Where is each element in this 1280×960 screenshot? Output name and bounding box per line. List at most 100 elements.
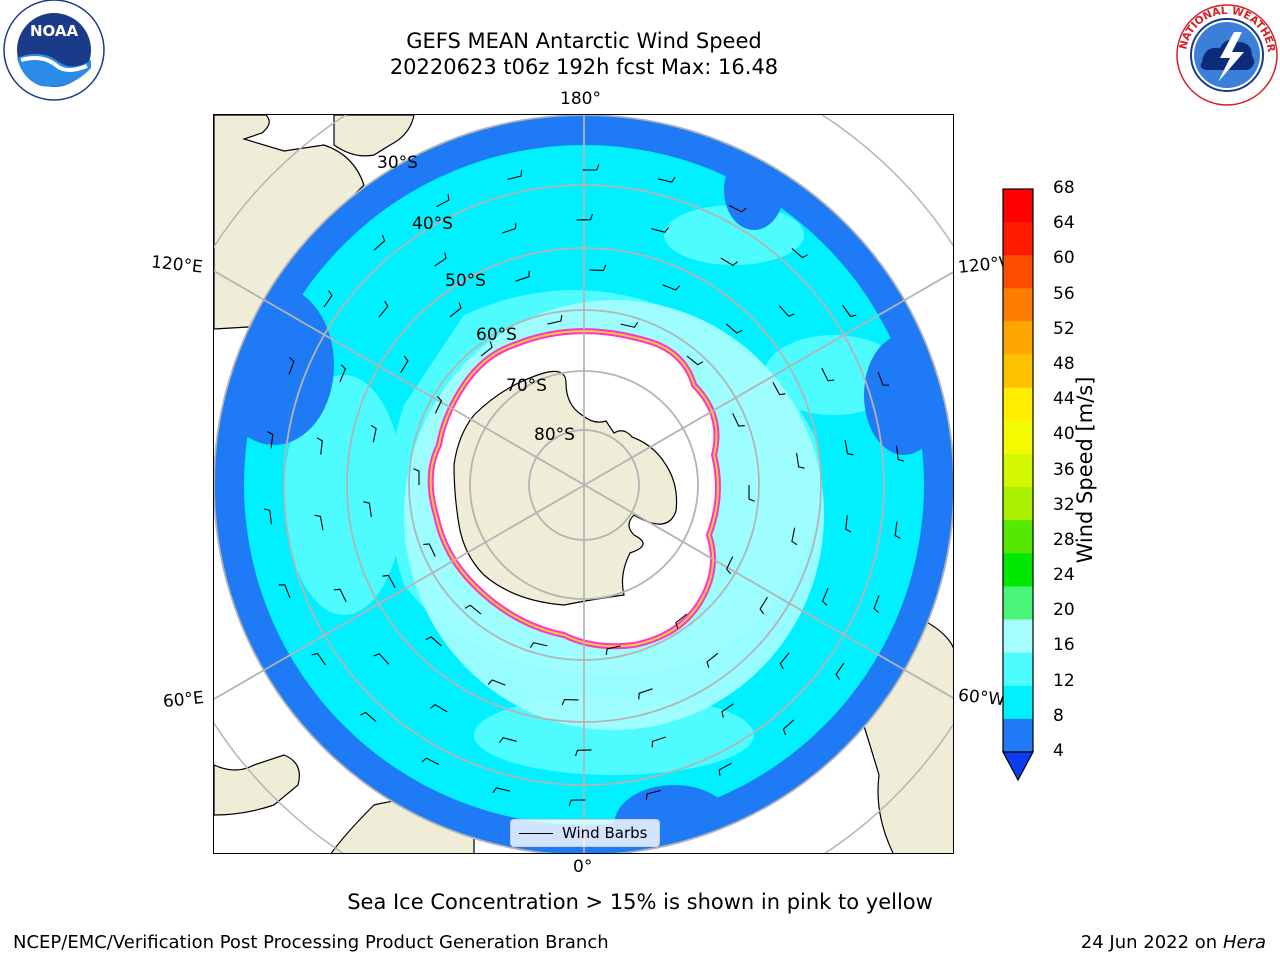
wind-barb: [314, 514, 324, 531]
wind-barb: [333, 588, 347, 603]
wind-barb: [561, 699, 579, 706]
lat-label-80s: 80°S: [534, 425, 575, 445]
wind-barb: [651, 227, 669, 233]
colorbar-tick-label: 24: [1053, 565, 1075, 586]
colorbar-segment: [1003, 354, 1033, 389]
colorbar: [1001, 188, 1035, 782]
colorbar-segment: [1003, 288, 1033, 322]
nws-logo: NATIONAL WEATHER SERVICE: [1170, 0, 1280, 108]
wind-barb: [360, 711, 377, 723]
colorbar-segment: [1003, 189, 1033, 223]
wind-barb: [686, 355, 704, 366]
wind-barb: [720, 257, 738, 266]
colorbar-tick-label: 8: [1053, 705, 1064, 726]
wind-barb: [725, 556, 734, 574]
wind-barb: [502, 222, 517, 234]
colorbar-segment: [1003, 420, 1033, 455]
colorbar-tick-label: 12: [1053, 670, 1075, 691]
wind-barbs: [263, 164, 905, 806]
lon-label-180: 180°: [560, 89, 601, 109]
wind-barb: [434, 396, 443, 414]
colorbar-tick-label: 60: [1053, 248, 1075, 269]
wind-barb: [675, 613, 688, 629]
legend-label: Wind Barbs: [562, 824, 648, 842]
colorbar-tick-label: 40: [1053, 424, 1075, 445]
wind-barb: [382, 574, 396, 588]
colorbar-tick-label: 16: [1053, 635, 1075, 656]
wind-barb: [339, 364, 347, 383]
noaa-logo: NOAA: [1, 0, 107, 106]
wind-barb: [725, 323, 743, 334]
sea-ice-caption: Sea Ice Concentration > 15% is shown in …: [347, 890, 933, 914]
colorbar-segment: [1003, 487, 1033, 521]
wind-barb: [574, 749, 592, 757]
wind-barb: [507, 170, 523, 181]
wind-barb: [434, 252, 447, 267]
wind-barb: [480, 341, 493, 357]
wind-barb: [728, 205, 747, 213]
wind-barb: [316, 437, 323, 455]
wind-barb: [821, 587, 829, 606]
wind-barb: [645, 789, 661, 800]
wind-barb: [779, 652, 790, 670]
wind-barb: [796, 453, 805, 469]
wind-barb: [895, 445, 905, 462]
wind-barb: [759, 596, 768, 615]
colorbar-tick-label: 4: [1053, 741, 1064, 761]
wind-barb: [620, 321, 639, 328]
lat-label-70s: 70°S: [506, 376, 547, 396]
wind-barb: [576, 213, 594, 221]
wind-barb: [568, 799, 586, 806]
colorbar-tick-label: 64: [1053, 213, 1075, 234]
wind-barb: [449, 302, 462, 318]
colorbar-tick-label: 52: [1053, 318, 1075, 339]
colorbar-tick-label: 68: [1053, 178, 1075, 198]
wind-barb: [821, 367, 835, 382]
lat-label-30s: 30°S: [377, 153, 418, 173]
colorbar-segment: [1003, 321, 1033, 356]
wind-barb: [638, 688, 653, 700]
wind-barb: [378, 300, 389, 318]
wind-barb: [370, 424, 377, 443]
wind-barb: [499, 737, 517, 743]
colorbar-segment: [1003, 520, 1033, 554]
wind-barb: [662, 284, 681, 291]
colorbar-tick-label: 48: [1053, 353, 1075, 374]
footer-date: 24 Jun 2022 on Hera: [1081, 932, 1266, 953]
wind-barb: [373, 653, 390, 665]
wind-barb: [515, 270, 530, 282]
colorbar-segment: [1003, 685, 1033, 720]
wind-barb: [706, 652, 719, 668]
lon-label-60e: 60°E: [162, 687, 205, 713]
wind-barb: [421, 757, 440, 765]
chart-title: GEFS MEAN Antarctic Wind Speed: [406, 29, 762, 53]
antarctica: [453, 370, 678, 606]
footer-branch: NCEP/EMC/Verification Post Processing Pr…: [13, 932, 609, 953]
colorbar-segment: [1003, 619, 1033, 654]
wind-barb: [605, 645, 621, 655]
wind-barb: [894, 521, 901, 539]
lat-label-50s: 50°S: [445, 271, 486, 291]
wind-barb: [487, 679, 506, 686]
colorbar-tick-label: 36: [1053, 459, 1075, 480]
wind-barb: [413, 468, 420, 485]
wind-barb: [582, 164, 600, 171]
noaa-logo-text: NOAA: [30, 22, 79, 40]
wind-barb: [877, 371, 890, 386]
polar-map: 30°S 40°S 50°S 60°S 70°S 80°S Wind Barbs: [213, 114, 954, 854]
wind-barb: [778, 305, 795, 317]
wind-barb: [436, 194, 450, 208]
wind-barb: [400, 355, 409, 374]
wind-barb: [748, 485, 755, 502]
colorbar-segment: [1003, 255, 1033, 289]
colorbar-tick-label: 20: [1053, 600, 1075, 621]
chart-subtitle: 20220623 t06z 192h fcst Max: 16.48: [389, 55, 779, 79]
wind-barb: [323, 290, 333, 308]
wind-barb: [873, 595, 880, 614]
wind-barb: [278, 584, 291, 599]
colorbar-segment: [1003, 718, 1033, 753]
wind-barb: [311, 652, 326, 666]
colorbar-tick-label: 44: [1053, 389, 1075, 410]
wind-barb: [657, 176, 676, 183]
lon-label-120e: 120°E: [150, 252, 204, 278]
